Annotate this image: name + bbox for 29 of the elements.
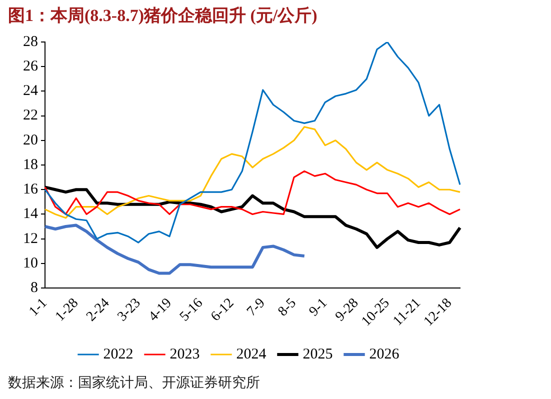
y-tick-label: 20 (23, 132, 38, 148)
x-tick-label: 9-28 (332, 296, 362, 325)
x-tick-label: 6-12 (208, 296, 238, 325)
y-tick-label: 22 (23, 108, 38, 124)
y-tick-label: 26 (23, 58, 38, 75)
x-tick-label: 2-24 (84, 296, 113, 325)
source-note: 数据来源：国家统计局、开源证券研究所 (8, 374, 260, 392)
x-tick-label: 7-9 (244, 296, 268, 320)
y-tick-label: 24 (23, 83, 38, 100)
x-tick-label: 3-23 (115, 296, 144, 325)
legend-label: 2022 (103, 346, 134, 362)
x-tick-label: 1-28 (52, 296, 82, 325)
y-tick-label: 8 (30, 280, 38, 296)
legend-label: 2026 (369, 346, 400, 362)
legend-label: 2025 (302, 346, 333, 362)
y-tick-label: 12 (23, 230, 38, 247)
x-tick-label: 8-5 (276, 296, 300, 320)
x-tick-label: 9-1 (306, 296, 331, 320)
y-tick-label: 14 (23, 206, 38, 222)
y-tick-label: 10 (23, 255, 38, 272)
y-tick-label: 18 (23, 156, 38, 173)
legend-label: 2023 (170, 346, 200, 362)
chart-title: 图1：本周(8.3-8.7)猪价企稳回升 (元/公斤) (8, 5, 318, 27)
x-tick-label: 4-19 (146, 296, 175, 325)
y-tick-label: 16 (23, 182, 38, 198)
x-tick-label: 5-16 (177, 296, 206, 325)
y-tick-label: 28 (23, 34, 38, 50)
legend-label: 2024 (236, 346, 267, 362)
x-tick-label: 1-1 (26, 296, 50, 320)
